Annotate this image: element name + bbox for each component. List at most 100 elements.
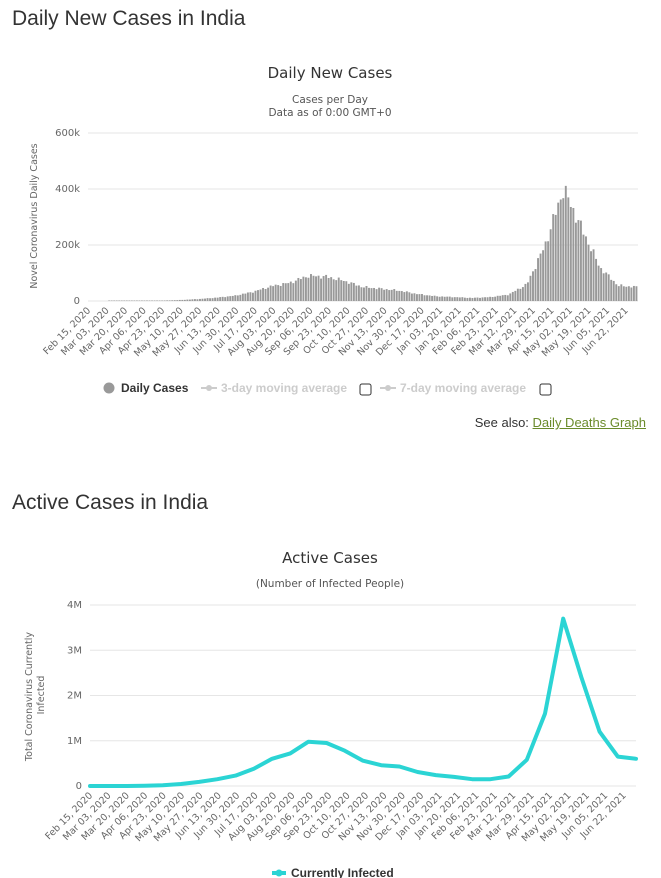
bar (516, 288, 519, 301)
3-day-average-checkbox[interactable] (359, 383, 372, 396)
bar (458, 297, 461, 301)
bar (110, 300, 113, 301)
bar (204, 298, 206, 301)
bar (582, 234, 585, 301)
bar (504, 294, 507, 301)
bar (269, 285, 272, 301)
bar (471, 297, 474, 301)
bar (241, 293, 244, 301)
bar (557, 202, 560, 301)
bar (410, 293, 413, 301)
bar (567, 197, 570, 301)
bar (585, 236, 587, 301)
bar (569, 206, 572, 301)
bar (130, 300, 133, 301)
legend-item-7-day-average[interactable]: 7-day moving average (380, 381, 526, 395)
bar (605, 272, 608, 301)
7-day-average-checkbox[interactable] (539, 383, 552, 396)
active-cases-chart: Active Cases (Number of Infected People)… (24, 549, 638, 878)
bar (403, 292, 406, 301)
y-tick-label: 0 (74, 296, 80, 307)
bar (544, 241, 547, 301)
bar (630, 287, 633, 301)
legend-item-daily-cases[interactable]: Daily Cases (103, 381, 189, 395)
bar (421, 294, 423, 301)
bar (171, 300, 174, 301)
bar (537, 258, 540, 301)
bar (463, 297, 466, 301)
bar (521, 287, 524, 301)
bar (509, 293, 512, 301)
bar (426, 295, 428, 301)
bar (532, 271, 534, 301)
bar (443, 296, 446, 301)
bar (272, 286, 275, 301)
bar (380, 288, 383, 301)
bar (554, 214, 557, 301)
bar (166, 300, 169, 301)
bar (506, 295, 509, 301)
bar (158, 300, 161, 301)
bar (368, 287, 370, 301)
bar (340, 280, 343, 301)
bar (486, 297, 489, 301)
bar (489, 296, 492, 301)
bar (143, 300, 146, 301)
bar (383, 289, 386, 301)
bar (277, 285, 280, 301)
bar (592, 249, 595, 301)
bar (229, 296, 232, 301)
bar (249, 292, 252, 301)
see-also-label: See also: (474, 415, 533, 430)
bar (140, 300, 143, 301)
bar (201, 298, 204, 301)
bar (564, 185, 567, 301)
bar (350, 282, 353, 301)
bar (400, 291, 403, 301)
active-cases-section-title: Active Cases in India (12, 491, 209, 514)
bar (365, 286, 368, 301)
bar (345, 281, 348, 301)
bar (234, 295, 237, 301)
bar (526, 282, 529, 301)
bar (428, 295, 431, 301)
bar (494, 296, 497, 301)
bar (519, 288, 522, 301)
bar (590, 251, 592, 301)
bar (191, 299, 194, 301)
bar (178, 299, 181, 301)
bar (251, 292, 254, 301)
bar (491, 297, 494, 301)
y-tick-label: 600k (55, 128, 80, 139)
bar (572, 207, 575, 301)
legend-item-currently-infected[interactable]: Currently Infected (272, 866, 394, 878)
bar (622, 286, 625, 301)
bar (327, 278, 330, 301)
bar (352, 282, 355, 301)
bar (153, 300, 156, 301)
bar (363, 287, 365, 301)
bar (499, 295, 502, 301)
bar (448, 296, 451, 301)
legend-item-3-day-average[interactable]: 3-day moving average (201, 381, 347, 395)
daily-deaths-graph-link[interactable]: Daily Deaths Graph (532, 415, 646, 430)
bar (524, 283, 527, 301)
bar (587, 244, 590, 301)
bar (188, 299, 191, 301)
bar (113, 300, 116, 301)
bar (529, 275, 532, 301)
bar (408, 292, 411, 301)
bar (199, 298, 201, 301)
bar (549, 229, 552, 301)
bar (559, 199, 562, 301)
bar (302, 276, 305, 301)
bar (312, 275, 315, 301)
bar (602, 273, 605, 301)
bar (355, 285, 358, 301)
bar (627, 286, 630, 301)
bar (547, 241, 550, 301)
bar (446, 296, 449, 301)
bar (257, 290, 259, 301)
bar (433, 295, 436, 301)
bar (115, 300, 118, 301)
